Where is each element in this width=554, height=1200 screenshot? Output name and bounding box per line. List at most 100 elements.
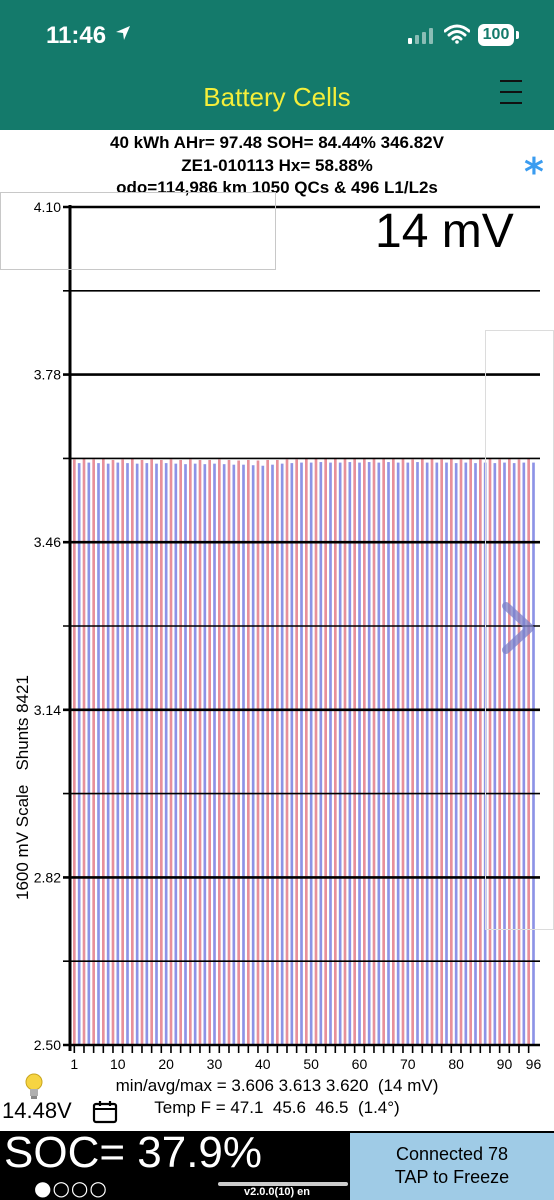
battery-icon: 100: [478, 24, 519, 46]
cell-bar-56: [338, 462, 342, 1046]
cell-bar-57: [343, 458, 347, 1045]
battery-summary-line: 40 kWh AHr= 97.48 SOH= 84.44% 346.82V: [110, 133, 444, 152]
cell-bar-83: [469, 458, 472, 1045]
cell-bar-42: [271, 464, 274, 1045]
cell-bar-58: [348, 462, 352, 1045]
cell-bar-7: [102, 458, 105, 1045]
cell-bar-88: [493, 463, 497, 1045]
cell-voltage-chart[interactable]: 4.10 3.78 3.46 3.14 2.82 2.50 1 10 20 30 40 50 60 70 8…: [0, 195, 554, 1080]
cell-bar-87: [488, 458, 492, 1045]
cell-bar-20: [164, 463, 168, 1045]
cell-bar-22: [174, 463, 178, 1045]
cell-bar-9: [111, 459, 115, 1046]
cell-bar-96: [532, 462, 535, 1046]
cell-bar-94: [522, 462, 526, 1046]
status-bar: [0, 0, 554, 70]
cell-bar-37: [247, 459, 250, 1046]
min-avg-max-stats: min/avg/max = 3.606 3.613 3.620 (14 mV): [115, 1076, 439, 1095]
y-tick-label: 4.10: [34, 199, 61, 215]
overlay-frame-top-left: [0, 192, 276, 270]
cell-bar-63: [372, 458, 376, 1045]
cell-bar-1: [73, 459, 76, 1045]
cell-bar-30: [213, 463, 216, 1045]
cell-bar-11: [121, 459, 124, 1045]
cell-bar-36: [242, 464, 245, 1045]
cell-bar-64: [377, 462, 381, 1046]
cell-bar-91: [508, 458, 511, 1045]
cell-bar-18: [155, 463, 158, 1045]
cell-bar-52: [319, 462, 323, 1045]
connection-freeze-button[interactable]: Connected 78 TAP to Freeze: [350, 1133, 554, 1200]
cell-bar-16: [145, 463, 149, 1045]
cell-bar-10: [116, 462, 120, 1046]
x-tick-label: 80: [448, 1056, 464, 1072]
y-tick-label: 3.46: [34, 534, 61, 550]
cell-bar-25: [189, 459, 192, 1045]
cell-bar-95: [527, 458, 530, 1045]
x-tick-label: 70: [400, 1056, 416, 1072]
home-indicator: [218, 1182, 348, 1186]
cell-bar-90: [503, 462, 506, 1046]
x-tick-label: 30: [207, 1056, 223, 1072]
cell-bar-89: [498, 459, 501, 1045]
cell-bar-27: [198, 459, 202, 1046]
x-tick-label: 10: [110, 1056, 126, 1072]
x-tick-label: 20: [158, 1056, 174, 1072]
cell-bar-45: [285, 459, 289, 1045]
x-tick-label: 40: [255, 1056, 271, 1072]
version-label: v2.0.0(10) en: [243, 1186, 311, 1198]
soc-display: SOC= 37.9%: [4, 1128, 263, 1177]
cell-bar-72: [416, 462, 419, 1045]
x-tick-label: 60: [352, 1056, 368, 1072]
chevron-right-icon[interactable]: [500, 600, 536, 656]
cell-bar-82: [464, 462, 468, 1046]
cell-bar-31: [218, 459, 221, 1045]
cell-bar-61: [363, 458, 366, 1045]
cell-bar-79: [450, 458, 453, 1045]
x-tick-label: 90: [497, 1056, 513, 1072]
location-arrow-icon: [116, 26, 130, 40]
cell-bar-73: [421, 458, 424, 1045]
cell-bar-93: [517, 459, 521, 1045]
cell-bar-5: [92, 459, 95, 1045]
cell-bar-62: [367, 462, 371, 1045]
cell-bar-50: [309, 462, 313, 1046]
page-title: Battery Cells: [203, 82, 351, 112]
cell-bar-13: [131, 458, 134, 1045]
cellular-signal-icon: [408, 28, 433, 44]
cell-bar-84: [474, 463, 477, 1045]
cell-bar-33: [227, 459, 231, 1046]
cell-bar-4: [87, 462, 91, 1046]
cell-bar-85: [479, 459, 482, 1045]
app-bar: [0, 70, 554, 130]
cell-bar-21: [169, 459, 173, 1045]
cell-bar-6: [97, 463, 100, 1045]
cell-bar-24: [184, 464, 187, 1045]
y-tick-label: 2.82: [34, 869, 61, 885]
cell-bar-81: [459, 459, 463, 1045]
aux-battery-voltage: 14.48V: [2, 1098, 72, 1123]
cell-bar-54: [329, 462, 332, 1046]
calendar-icon[interactable]: [92, 1100, 118, 1124]
cell-bar-38: [251, 465, 255, 1046]
y-tick-label: 3.78: [34, 367, 61, 383]
page-indicator-dots[interactable]: ●○○○: [34, 1176, 108, 1200]
lightbulb-icon[interactable]: [24, 1072, 44, 1100]
cell-bar-70: [406, 462, 410, 1046]
star-icon[interactable]: *: [524, 150, 544, 194]
cell-bar-80: [454, 463, 458, 1045]
cell-bar-44: [280, 463, 284, 1045]
cell-bar-17: [150, 459, 153, 1045]
cell-bar-19: [160, 459, 163, 1046]
cell-bar-67: [392, 458, 395, 1045]
cell-bar-32: [222, 464, 226, 1045]
mv-spread-label: 14 mV: [375, 205, 514, 258]
cell-bar-47: [295, 459, 298, 1045]
cell-bar-2: [77, 463, 81, 1045]
vin-health-line: ZE1-010113 Hx= 58.88%: [181, 156, 373, 175]
cell-bar-14: [135, 463, 139, 1045]
cell-bar-3: [82, 458, 86, 1045]
cell-bar-8: [106, 463, 110, 1045]
status-time: 11:46: [46, 22, 107, 49]
hamburger-menu-icon[interactable]: [500, 78, 522, 106]
